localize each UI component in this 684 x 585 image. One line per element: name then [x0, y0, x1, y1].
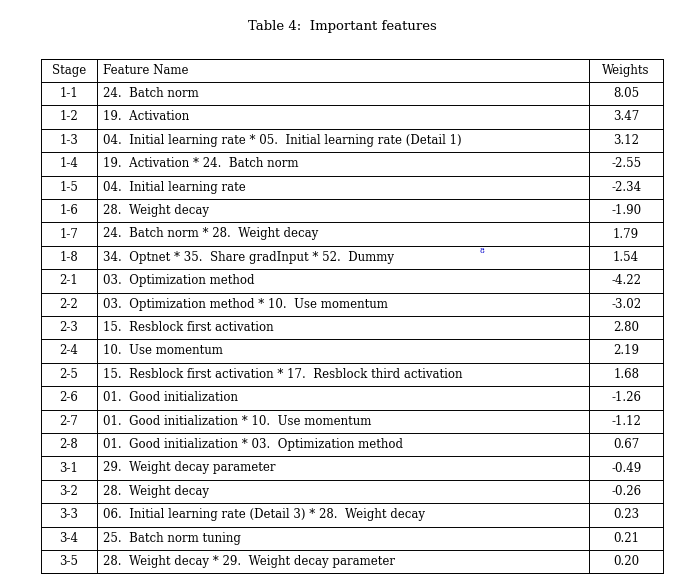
- Text: 1-2: 1-2: [60, 111, 79, 123]
- Text: 0.20: 0.20: [613, 555, 639, 568]
- Text: 3-1: 3-1: [60, 462, 79, 474]
- Text: 0.21: 0.21: [613, 532, 639, 545]
- Text: 2-1: 2-1: [60, 274, 79, 287]
- Text: 2-2: 2-2: [60, 298, 79, 311]
- Text: 3.12: 3.12: [613, 134, 639, 147]
- Text: 0.23: 0.23: [613, 508, 639, 521]
- Text: 28.  Weight decay: 28. Weight decay: [103, 485, 209, 498]
- Text: 01.  Good initialization * 03.  Optimization method: 01. Good initialization * 03. Optimizati…: [103, 438, 402, 451]
- Text: 3-4: 3-4: [60, 532, 79, 545]
- Text: 8: 8: [479, 247, 484, 255]
- Text: 03.  Optimization method * 10.  Use momentum: 03. Optimization method * 10. Use moment…: [103, 298, 387, 311]
- Text: 15.  Resblock first activation: 15. Resblock first activation: [103, 321, 273, 334]
- Text: 2-7: 2-7: [60, 415, 79, 428]
- Text: Table 4:  Important features: Table 4: Important features: [248, 20, 436, 33]
- Text: 01.  Good initialization: 01. Good initialization: [103, 391, 237, 404]
- Text: 3-2: 3-2: [60, 485, 79, 498]
- Text: -2.55: -2.55: [611, 157, 641, 170]
- Text: 03.  Optimization method: 03. Optimization method: [103, 274, 254, 287]
- Text: 06.  Initial learning rate (Detail 3) * 28.  Weight decay: 06. Initial learning rate (Detail 3) * 2…: [103, 508, 425, 521]
- Text: 1.54: 1.54: [613, 251, 639, 264]
- Text: 19.  Activation * 24.  Batch norm: 19. Activation * 24. Batch norm: [103, 157, 298, 170]
- Text: 15.  Resblock first activation * 17.  Resblock third activation: 15. Resblock first activation * 17. Resb…: [103, 368, 462, 381]
- Text: 1-3: 1-3: [60, 134, 79, 147]
- Text: -1.12: -1.12: [611, 415, 641, 428]
- Text: -1.90: -1.90: [611, 204, 641, 217]
- Text: 1.68: 1.68: [613, 368, 639, 381]
- Text: 3-3: 3-3: [60, 508, 79, 521]
- Text: 2.80: 2.80: [613, 321, 639, 334]
- Text: Feature Name: Feature Name: [103, 64, 188, 77]
- Text: -3.02: -3.02: [611, 298, 641, 311]
- Text: 28.  Weight decay * 29.  Weight decay parameter: 28. Weight decay * 29. Weight decay para…: [103, 555, 395, 568]
- Text: 19.  Activation: 19. Activation: [103, 111, 189, 123]
- Text: 1-1: 1-1: [60, 87, 79, 100]
- Text: -4.22: -4.22: [611, 274, 641, 287]
- Text: -0.49: -0.49: [611, 462, 642, 474]
- Text: 1-6: 1-6: [60, 204, 79, 217]
- Text: 1-4: 1-4: [60, 157, 79, 170]
- Text: 1-5: 1-5: [60, 181, 79, 194]
- Text: 24.  Batch norm * 28.  Weight decay: 24. Batch norm * 28. Weight decay: [103, 228, 318, 240]
- Text: 1-7: 1-7: [60, 228, 79, 240]
- Text: 10.  Use momentum: 10. Use momentum: [103, 345, 222, 357]
- Text: 25.  Batch norm tuning: 25. Batch norm tuning: [103, 532, 240, 545]
- Text: 8.05: 8.05: [613, 87, 639, 100]
- Text: 24.  Batch norm: 24. Batch norm: [103, 87, 198, 100]
- Text: -1.26: -1.26: [611, 391, 641, 404]
- Text: 01.  Good initialization * 10.  Use momentum: 01. Good initialization * 10. Use moment…: [103, 415, 371, 428]
- Text: 2-8: 2-8: [60, 438, 79, 451]
- Text: 0.67: 0.67: [613, 438, 640, 451]
- Text: 29.  Weight decay parameter: 29. Weight decay parameter: [103, 462, 275, 474]
- Text: 2-6: 2-6: [60, 391, 79, 404]
- Text: Stage: Stage: [52, 64, 86, 77]
- Text: 1.79: 1.79: [613, 228, 639, 240]
- Text: Weights: Weights: [603, 64, 650, 77]
- Text: -0.26: -0.26: [611, 485, 641, 498]
- Text: 1-8: 1-8: [60, 251, 79, 264]
- Text: 28.  Weight decay: 28. Weight decay: [103, 204, 209, 217]
- Text: 2-5: 2-5: [60, 368, 79, 381]
- Text: 04.  Initial learning rate: 04. Initial learning rate: [103, 181, 246, 194]
- Text: 2.19: 2.19: [613, 345, 639, 357]
- Text: 3-5: 3-5: [60, 555, 79, 568]
- Text: 04.  Initial learning rate * 05.  Initial learning rate (Detail 1): 04. Initial learning rate * 05. Initial …: [103, 134, 461, 147]
- Bar: [41, 58, 663, 573]
- Text: 2-3: 2-3: [60, 321, 79, 334]
- Text: -2.34: -2.34: [611, 181, 641, 194]
- Text: 2-4: 2-4: [60, 345, 79, 357]
- Text: 3.47: 3.47: [613, 111, 640, 123]
- Text: 34.  Optnet * 35.  Share gradInput * 52.  Dummy: 34. Optnet * 35. Share gradInput * 52. D…: [103, 251, 393, 264]
